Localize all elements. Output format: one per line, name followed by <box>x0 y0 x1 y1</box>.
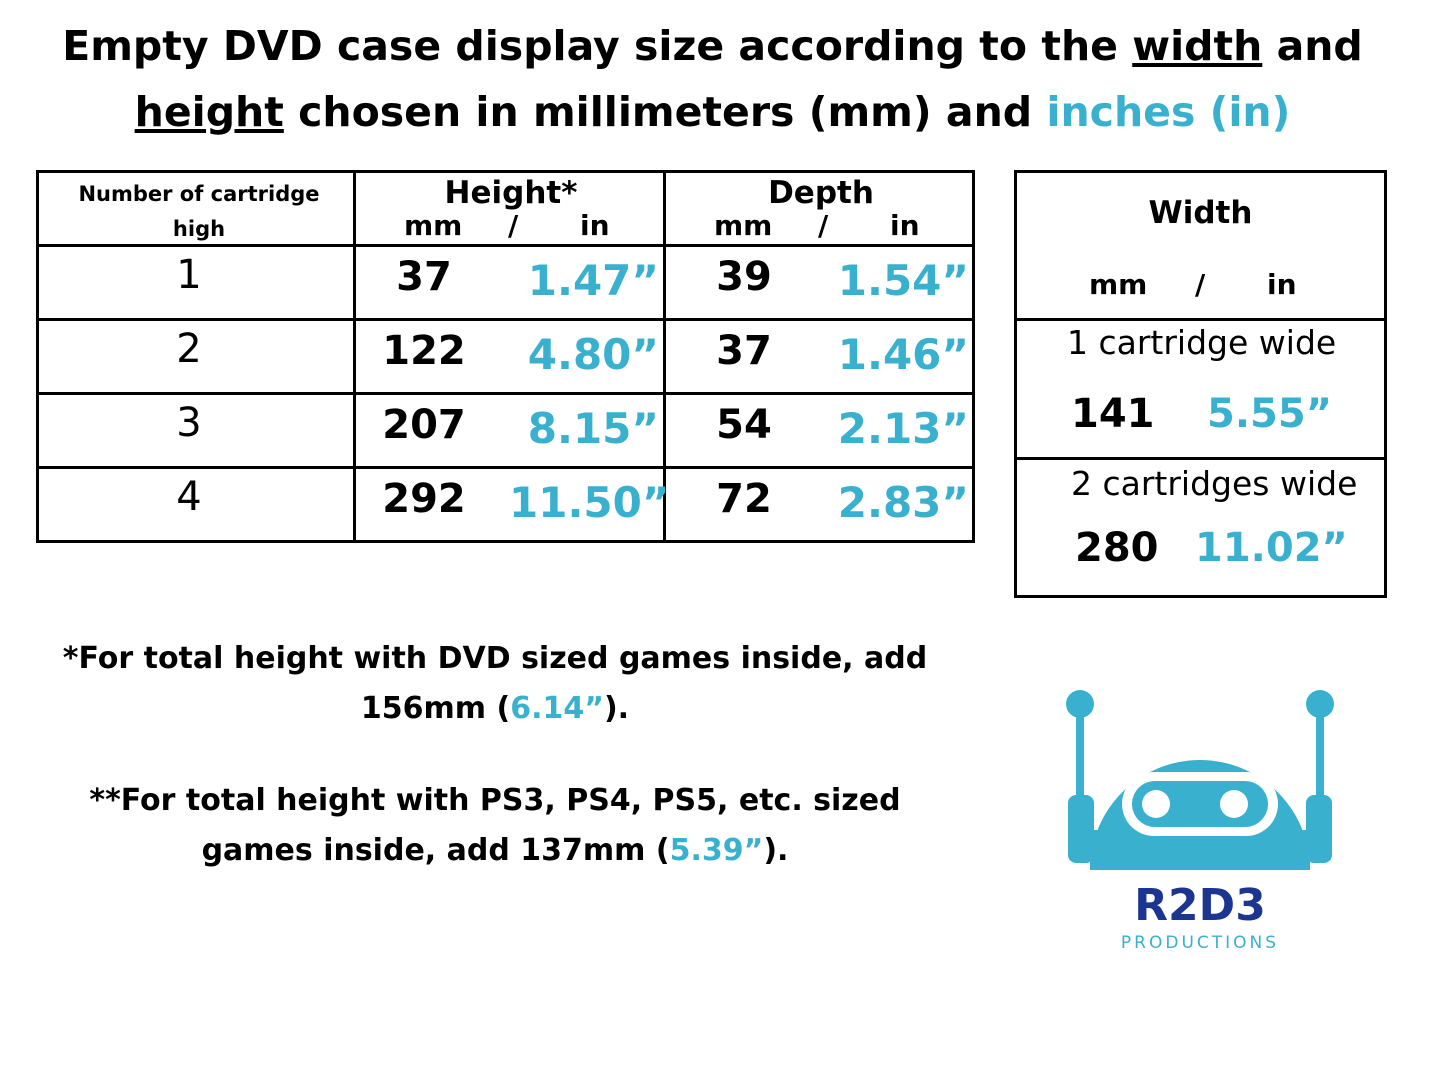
value-in: 1.46” <box>837 330 969 379</box>
title-text: chosen in millimeters (mm) and <box>283 88 1047 136</box>
unit-label: / <box>508 209 519 242</box>
value-mm: 37 <box>396 254 452 300</box>
main-table: Number of cartridge high Height* Depth m… <box>36 170 975 543</box>
unit-label: mm <box>1089 268 1148 301</box>
title-text: and <box>1262 22 1363 70</box>
note-text: 5.39” <box>669 833 764 868</box>
row-label: 2 cartridges wide <box>1071 464 1358 503</box>
unit-label: / <box>818 209 829 242</box>
value-in: 5.55” <box>1207 391 1332 437</box>
title-line: height chosen in millimeters (mm) and in… <box>0 88 1425 136</box>
value-mm: 39 <box>716 254 772 300</box>
value-in: 2.13” <box>837 404 969 453</box>
row-divider <box>39 392 972 395</box>
row-label: 4 <box>176 474 202 520</box>
unit-label: in <box>890 209 920 242</box>
row-label: 3 <box>176 400 202 446</box>
value-mm: 292 <box>382 476 466 522</box>
row-label: 1 cartridge wide <box>1067 323 1337 362</box>
value-in: 8.15” <box>527 404 659 453</box>
column-header: Number of cartridge high <box>78 182 320 241</box>
value-mm: 37 <box>716 328 772 374</box>
row-divider <box>1017 318 1384 321</box>
note-text: 6.14” <box>510 691 604 726</box>
value-in: 4.80” <box>527 330 659 379</box>
logo-subtitle: PRODUCTIONS <box>1121 933 1279 953</box>
unit-label: mm <box>404 209 463 242</box>
value-mm: 122 <box>382 328 466 374</box>
title-text: inches (in) <box>1046 88 1291 136</box>
note-text: ). <box>603 691 630 726</box>
title-text: width <box>1132 22 1263 70</box>
row-label: 1 <box>176 252 202 298</box>
logo-name: R2D3 <box>1134 880 1266 931</box>
row-label: 2 <box>176 326 202 372</box>
value-in: 1.54” <box>837 256 969 305</box>
note-text: **For total height with PS3, PS4, PS5, e… <box>89 783 901 868</box>
value-mm: 72 <box>716 476 772 522</box>
value-in: 1.47” <box>527 256 659 305</box>
note-text: *For total height with DVD sized games i… <box>62 641 928 726</box>
column-divider <box>353 173 356 540</box>
note-text: ). <box>763 833 789 868</box>
width-table: Width mm / in 1 cartridge wide 141 5.55”… <box>1014 170 1387 598</box>
note: **For total height with PS3, PS4, PS5, e… <box>60 776 930 876</box>
value-mm: 280 <box>1075 525 1159 571</box>
unit-label: mm <box>714 209 773 242</box>
unit-label: in <box>580 209 610 242</box>
title-text: Empty DVD case display size according to… <box>62 22 1133 70</box>
value-in: 2.83” <box>837 478 969 527</box>
logo: R2D3 PRODUCTIONS <box>1066 690 1334 953</box>
unit-label: / <box>1195 268 1206 301</box>
value-mm: 141 <box>1071 391 1155 437</box>
column-header: Width <box>1148 195 1253 231</box>
row-divider <box>39 318 972 321</box>
row-divider <box>1017 457 1384 460</box>
column-header: Height* <box>444 175 578 211</box>
row-divider <box>39 244 972 247</box>
value-mm: 207 <box>382 402 466 448</box>
column-divider <box>663 173 666 540</box>
value-mm: 54 <box>716 402 772 448</box>
column-header: Depth <box>768 175 874 211</box>
note: *For total height with DVD sized games i… <box>30 634 960 734</box>
title-line: Empty DVD case display size according to… <box>0 22 1425 70</box>
title-text: height <box>134 88 284 136</box>
unit-label: in <box>1267 268 1297 301</box>
row-divider <box>39 466 972 469</box>
value-in: 11.02” <box>1195 525 1348 571</box>
value-in: 11.50” <box>509 478 670 527</box>
